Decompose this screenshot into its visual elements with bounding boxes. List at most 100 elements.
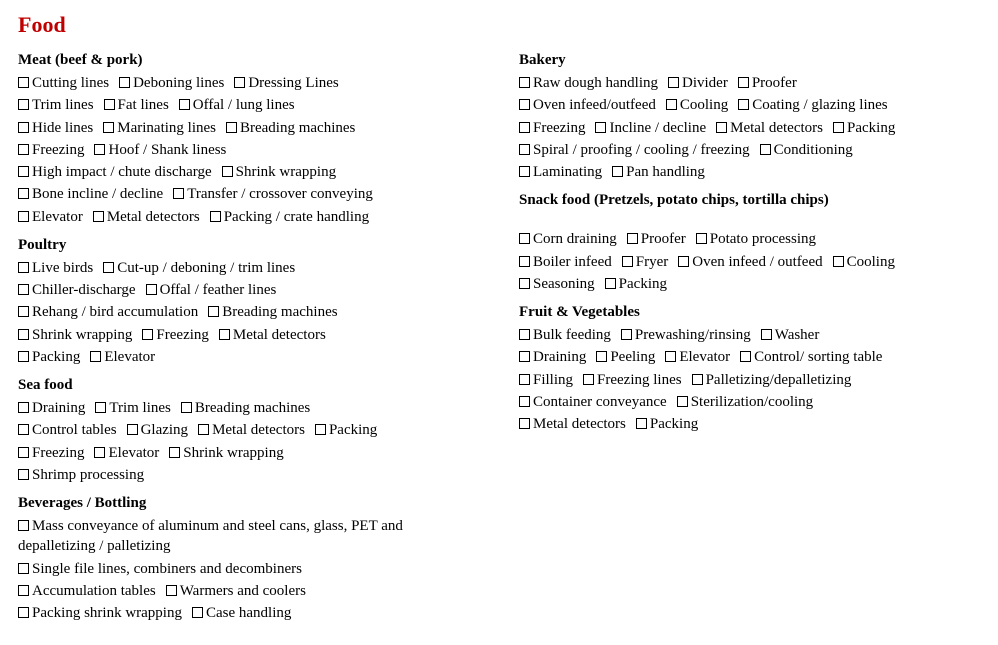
checkbox-option[interactable]: Breading machines xyxy=(226,118,355,138)
checkbox-icon xyxy=(219,329,230,340)
checkbox-option[interactable]: Offal / lung lines xyxy=(179,95,295,115)
checkbox-option[interactable]: Peeling xyxy=(596,347,655,367)
checkbox-option[interactable]: Single file lines, combiners and decombi… xyxy=(18,561,302,577)
checkbox-label: Control tables xyxy=(32,422,117,438)
checkbox-option[interactable]: Metal detectors xyxy=(219,325,326,345)
checkbox-option[interactable]: Palletizing/depalletizing xyxy=(692,370,852,390)
checkbox-option[interactable]: Elevator xyxy=(90,347,155,367)
checkbox-option[interactable]: Transfer / crossover conveying xyxy=(173,184,373,204)
checkbox-option[interactable]: Mass conveyance of aluminum and steel ca… xyxy=(18,518,403,554)
checkbox-option[interactable]: Glazing xyxy=(127,420,188,440)
checkbox-label: Live birds xyxy=(32,260,93,276)
checkbox-option[interactable]: Dressing Lines xyxy=(234,73,338,93)
checkbox-option[interactable]: Chiller-discharge xyxy=(18,280,136,300)
checkbox-option[interactable]: Marinating lines xyxy=(103,118,216,138)
checkbox-option[interactable]: Draining xyxy=(519,347,586,367)
checkbox-option[interactable]: Packing xyxy=(18,347,80,367)
checkbox-option[interactable]: Packing xyxy=(605,274,667,294)
checkbox-option[interactable]: Freezing xyxy=(142,325,208,345)
checkbox-option[interactable]: Hide lines xyxy=(18,118,93,138)
checkbox-option[interactable]: Metal detectors xyxy=(716,118,823,138)
checkbox-option[interactable]: Shrink wrapping xyxy=(169,443,283,463)
checkbox-option[interactable]: Rehang / bird accumulation xyxy=(18,302,198,322)
checkbox-option[interactable]: Trim lines xyxy=(95,398,171,418)
checkbox-option[interactable]: Proofer xyxy=(738,73,797,93)
checkbox-option[interactable]: Freezing xyxy=(18,140,84,160)
checkbox-option[interactable]: Spiral / proofing / cooling / freezing xyxy=(519,140,750,160)
checkbox-option[interactable]: Proofer xyxy=(627,229,686,249)
checkbox-option[interactable]: Oven infeed / outfeed xyxy=(678,252,822,272)
checkbox-label: Coating / glazing lines xyxy=(752,97,887,113)
checkbox-option[interactable]: Packing xyxy=(315,420,377,440)
checkbox-option[interactable]: Metal detectors xyxy=(519,414,626,434)
checkbox-icon xyxy=(95,402,106,413)
checkbox-option[interactable]: Packing xyxy=(833,118,895,138)
checkbox-option[interactable]: Packing / crate handling xyxy=(210,207,369,227)
checkbox-option[interactable]: Elevator xyxy=(665,347,730,367)
checkbox-option[interactable]: Potato processing xyxy=(696,229,816,249)
checkbox-option[interactable]: Offal / feather lines xyxy=(146,280,277,300)
checkbox-option[interactable]: Boiler infeed xyxy=(519,252,612,272)
checkbox-option[interactable]: Coating / glazing lines xyxy=(738,95,887,115)
checkbox-option[interactable]: Freezing xyxy=(519,118,585,138)
checkbox-option[interactable]: Freezing xyxy=(18,443,84,463)
checkbox-label: Dressing Lines xyxy=(248,75,338,91)
checkbox-label: Cutting lines xyxy=(32,75,109,91)
checkbox-option[interactable]: Draining xyxy=(18,398,85,418)
checkbox-label: Packing xyxy=(619,276,667,292)
checkbox-option[interactable]: Sterilization/cooling xyxy=(677,392,813,412)
checkbox-option[interactable]: Washer xyxy=(761,325,820,345)
checkbox-label: Offal / lung lines xyxy=(193,97,295,113)
option-line: Spiral / proofing / cooling / freezing Co… xyxy=(519,140,980,160)
checkbox-option[interactable]: Packing xyxy=(636,414,698,434)
checkbox-option[interactable]: Fat lines xyxy=(104,95,169,115)
checkbox-option[interactable]: Divider xyxy=(668,73,728,93)
checkbox-label: Laminating xyxy=(533,164,602,180)
checkbox-option[interactable]: Accumulation tables xyxy=(18,581,156,601)
checkbox-option[interactable]: Cooling xyxy=(833,252,895,272)
checkbox-option[interactable]: Deboning lines xyxy=(119,73,224,93)
checkbox-option[interactable]: Shrimp processing xyxy=(18,465,144,485)
checkbox-option[interactable]: Live birds xyxy=(18,258,93,278)
checkbox-option[interactable]: Seasoning xyxy=(519,274,595,294)
checkbox-option[interactable]: Corn draining xyxy=(519,229,617,249)
checkbox-option[interactable]: Prewashing/rinsing xyxy=(621,325,751,345)
checkbox-label: Metal detectors xyxy=(107,209,200,225)
checkbox-option[interactable]: Container conveyance xyxy=(519,392,667,412)
checkbox-option[interactable]: Shrink wrapping xyxy=(18,325,132,345)
option-line: Mass conveyance of aluminum and steel ca… xyxy=(18,516,479,557)
checkbox-option[interactable]: Metal detectors xyxy=(198,420,305,440)
checkbox-option[interactable]: Cooling xyxy=(666,95,728,115)
checkbox-option[interactable]: Trim lines xyxy=(18,95,94,115)
checkbox-option[interactable]: Cutting lines xyxy=(18,73,109,93)
checkbox-option[interactable]: Elevator xyxy=(94,443,159,463)
checkbox-option[interactable]: Shrink wrapping xyxy=(222,162,336,182)
checkbox-option[interactable]: Case handling xyxy=(192,603,291,623)
checkbox-option[interactable]: Bone incline / decline xyxy=(18,184,163,204)
checkbox-option[interactable]: Raw dough handling xyxy=(519,73,658,93)
checkbox-option[interactable]: Fryer xyxy=(622,252,669,272)
section-heading: Sea food xyxy=(18,377,479,394)
checkbox-option[interactable]: Oven infeed/outfeed xyxy=(519,95,656,115)
checkbox-option[interactable]: Hoof / Shank liness xyxy=(94,140,226,160)
checkbox-option[interactable]: Metal detectors xyxy=(93,207,200,227)
checkbox-label: Oven infeed / outfeed xyxy=(692,254,822,270)
checkbox-option[interactable]: Incline / decline xyxy=(595,118,706,138)
checkbox-option[interactable]: Warmers and coolers xyxy=(166,581,306,601)
checkbox-option[interactable]: Breading machines xyxy=(181,398,310,418)
checkbox-option[interactable]: Packing shrink wrapping xyxy=(18,603,182,623)
checkbox-option[interactable]: Laminating xyxy=(519,162,602,182)
checkbox-option[interactable]: Control/ sorting table xyxy=(740,347,882,367)
checkbox-option[interactable]: Pan handling xyxy=(612,162,705,182)
checkbox-option[interactable]: Conditioning xyxy=(760,140,853,160)
checkbox-option[interactable]: High impact / chute discharge xyxy=(18,162,212,182)
checkbox-option[interactable]: Cut-up / deboning / trim lines xyxy=(103,258,295,278)
checkbox-option[interactable]: Filling xyxy=(519,370,573,390)
checkbox-option[interactable]: Bulk feeding xyxy=(519,325,611,345)
checkbox-option[interactable]: Freezing lines xyxy=(583,370,682,390)
checkbox-label: Filling xyxy=(533,372,573,388)
checkbox-option[interactable]: Control tables xyxy=(18,420,117,440)
checkbox-option[interactable]: Breading machines xyxy=(208,302,337,322)
checkbox-label: Marinating lines xyxy=(117,120,216,136)
checkbox-option[interactable]: Elevator xyxy=(18,207,83,227)
